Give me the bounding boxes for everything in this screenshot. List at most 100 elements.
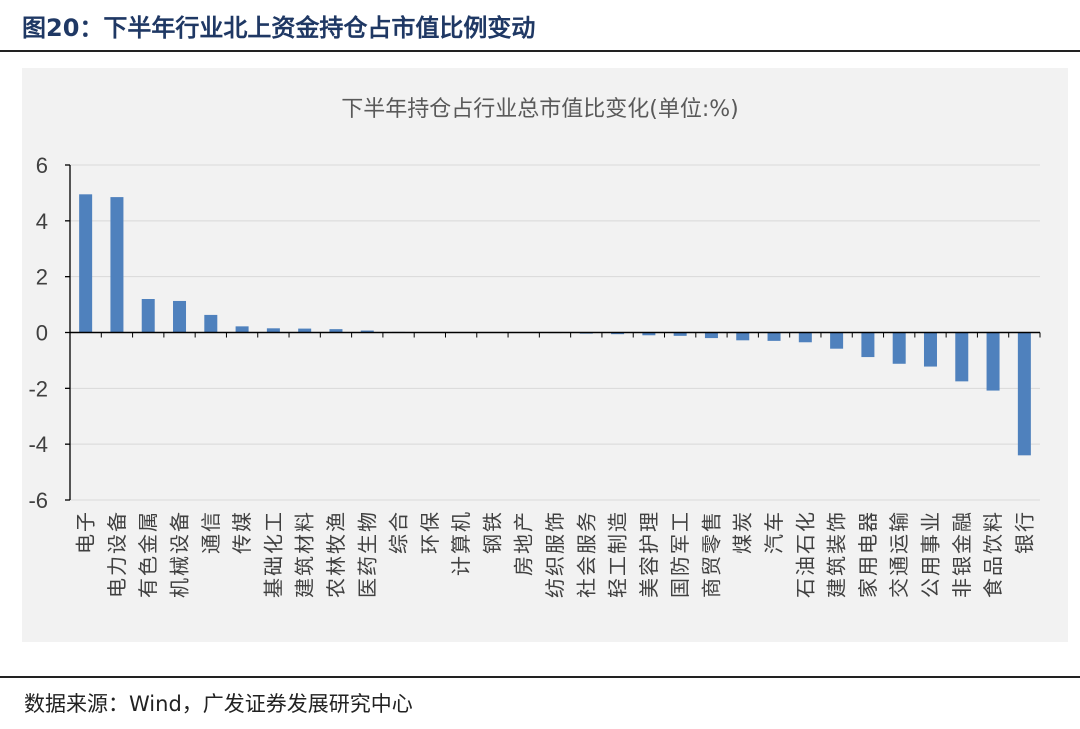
x-tick-label: 建筑材料	[293, 510, 317, 598]
bar	[611, 332, 625, 335]
bar	[329, 329, 343, 333]
x-tick-label: 美容护理	[637, 510, 661, 598]
svg-text:电力设备: 电力设备	[105, 510, 129, 598]
x-tick-label: 汽车	[762, 510, 786, 554]
x-tick-label: 电力设备	[105, 510, 129, 598]
source-note: 数据来源：Wind，广发证券发展研究中心	[24, 692, 413, 716]
bar	[298, 328, 312, 333]
x-tick-label: 基础化工	[261, 510, 285, 598]
bar	[141, 299, 155, 333]
y-tick-label: 0	[36, 321, 48, 346]
bar	[986, 332, 1000, 391]
x-tick-label: 公用事业	[918, 510, 942, 598]
svg-text:公用事业: 公用事业	[918, 510, 942, 598]
svg-text:美容护理: 美容护理	[637, 510, 661, 598]
y-tick-label: -4	[28, 432, 48, 457]
bar	[955, 332, 969, 382]
svg-text:轻工制造: 轻工制造	[606, 510, 630, 598]
bar	[360, 330, 374, 333]
svg-text:家用电器: 家用电器	[856, 510, 880, 598]
svg-text:商贸零售: 商贸零售	[699, 510, 723, 598]
x-tick-label: 交通运输	[887, 510, 911, 598]
x-tick-label: 建筑装饰	[825, 510, 849, 598]
bar	[79, 194, 93, 333]
svg-text:医药生物: 医药生物	[355, 510, 379, 598]
bar	[110, 197, 124, 333]
svg-text:非银金融: 非银金融	[950, 510, 974, 598]
x-tick-label: 家用电器	[856, 510, 880, 598]
top-divider	[0, 50, 1080, 52]
svg-text:电子: 电子	[74, 510, 98, 554]
bar	[830, 332, 844, 349]
y-tick-label: -6	[28, 488, 48, 513]
svg-text:社会服务: 社会服务	[574, 510, 598, 598]
x-tick-label: 纺织服饰	[543, 510, 567, 598]
x-tick-label: 计算机	[449, 510, 473, 576]
bar	[861, 332, 875, 358]
svg-text:建筑材料: 建筑材料	[293, 510, 317, 598]
bar	[1017, 332, 1031, 456]
bar	[204, 314, 218, 333]
svg-text:钢铁: 钢铁	[480, 510, 504, 554]
x-tick-label: 煤炭	[731, 510, 755, 554]
bar	[704, 332, 718, 339]
y-axis-tick-labels: 6 4 2 0 -2 -4 -6	[28, 153, 48, 513]
x-tick-label: 国防军工	[668, 510, 692, 598]
svg-text:综合: 综合	[387, 510, 411, 554]
x-axis-tick-labels: 电子 电力设备 有色金属 机械设备 通信 传媒 基础化工 建筑材料 农林牧渔 医药生物 综合 环保 计算…	[74, 510, 1037, 598]
chart-panel: 下半年持仓占行业总市值比变化(单位:%) 6 4 2 0 -2 -4 -6 电子 电力设备 有色…	[22, 68, 1068, 642]
x-tick-label: 电子	[74, 510, 98, 554]
bar	[767, 332, 781, 341]
bar	[235, 326, 249, 333]
x-tick-label: 有色金属	[136, 510, 160, 598]
bottom-divider	[0, 676, 1080, 678]
svg-text:基础化工: 基础化工	[261, 510, 285, 598]
bar	[736, 332, 750, 341]
figure-title: 图20：下半年行业北上资金持仓占市值比例变动	[22, 14, 536, 42]
chart-title: 下半年持仓占行业总市值比变化(单位:%)	[341, 97, 738, 122]
svg-text:机械设备: 机械设备	[168, 510, 192, 598]
x-tick-label: 环保	[418, 510, 442, 554]
x-tick-label: 通信	[199, 510, 223, 554]
y-tick-label: 2	[36, 265, 48, 290]
svg-text:计算机: 计算机	[449, 510, 473, 576]
x-tick-label: 银行	[1012, 510, 1036, 554]
svg-text:传媒: 传媒	[230, 510, 254, 554]
x-tick-label: 医药生物	[355, 510, 379, 598]
x-tick-label: 食品饮料	[981, 510, 1005, 598]
gridlines	[70, 164, 1040, 501]
svg-text:交通运输: 交通运输	[887, 510, 911, 598]
y-tick-label: 4	[36, 209, 48, 234]
x-tick-label: 综合	[387, 510, 411, 554]
bar	[673, 332, 687, 336]
x-tick-label: 社会服务	[574, 510, 598, 598]
svg-text:石油石化: 石油石化	[793, 510, 817, 598]
svg-text:食品饮料: 食品饮料	[981, 510, 1005, 598]
bar	[173, 300, 187, 333]
bar	[642, 332, 656, 336]
svg-text:有色金属: 有色金属	[136, 510, 160, 598]
svg-text:煤炭: 煤炭	[731, 510, 755, 554]
svg-text:纺织服饰: 纺织服饰	[543, 510, 567, 598]
x-tick-label: 钢铁	[480, 510, 504, 554]
svg-text:汽车: 汽车	[762, 510, 786, 554]
bar	[923, 332, 937, 367]
y-tick-label: 6	[36, 153, 48, 178]
x-tick-label: 房地产	[512, 510, 536, 576]
x-tick-label: 非银金融	[950, 510, 974, 598]
svg-text:房地产: 房地产	[512, 510, 536, 576]
svg-text:银行: 银行	[1012, 510, 1036, 554]
y-tick-label: -2	[28, 376, 48, 401]
axes	[65, 164, 1041, 501]
bar	[892, 332, 906, 364]
svg-text:国防军工: 国防军工	[668, 510, 692, 598]
svg-text:环保: 环保	[418, 510, 442, 554]
bar	[798, 332, 812, 343]
x-tick-label: 商贸零售	[699, 510, 723, 598]
bar	[266, 328, 280, 333]
svg-text:农林牧渔: 农林牧渔	[324, 510, 348, 598]
bar-chart: 下半年持仓占行业总市值比变化(单位:%) 6 4 2 0 -2 -4 -6 电子 电力设备 有色…	[28, 97, 1041, 598]
svg-text:通信: 通信	[199, 510, 223, 554]
x-tick-label: 农林牧渔	[324, 510, 348, 598]
x-tick-label: 传媒	[230, 510, 254, 554]
